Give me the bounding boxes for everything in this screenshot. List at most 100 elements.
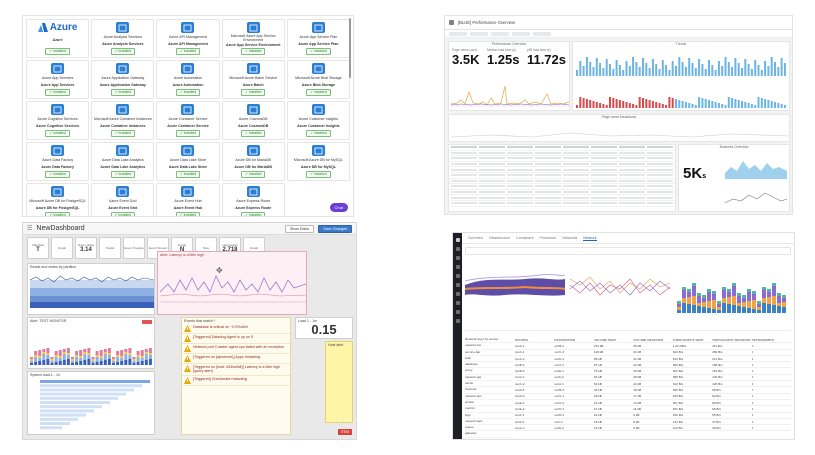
- tree-item[interactable]: network-foo: [465, 343, 513, 350]
- integration-tile[interactable]: Azure CosmosDB Azure CosmosDB ✓ Installed: [221, 101, 285, 140]
- integration-tile[interactable]: Azure Data Lake Analytics Azure Data Lake…: [91, 142, 155, 181]
- integration-tile[interactable]: Azure Analysis Services Azure Analysis Se…: [91, 19, 155, 58]
- scrollbar[interactable]: [349, 18, 351, 78]
- installed-button[interactable]: ✓ Installed: [175, 47, 201, 55]
- event-item[interactable]: [Triggered] Checkmate restarting: [182, 376, 290, 386]
- tree-item[interactable]: worker: [465, 400, 513, 407]
- integration-tile[interactable]: Azure App Service Plan Azure App Service …: [286, 19, 350, 58]
- table-row[interactable]: svcC-1 svcF-2 64 kB 28 kB 388 B/s 140 B/s 0: [515, 375, 791, 382]
- column-header[interactable]: RETRANSMITS: [751, 337, 774, 342]
- event-item[interactable]: Database is critical on ~0.5%/s/bt: [182, 324, 290, 334]
- integration-tile[interactable]: Azure API Management Azure API Management…: [156, 19, 220, 58]
- integration-tile[interactable]: Microsoft Azure DB for PostgreSQL Azure D…: [26, 183, 90, 216]
- integration-tile[interactable]: Microsoft Azure Blob Storage Azure Blob S…: [286, 60, 350, 99]
- installed-button[interactable]: ✓ Installed: [110, 129, 135, 137]
- integration-tile[interactable]: Azure Customer Insights Azure Customer In…: [286, 101, 350, 140]
- template-var[interactable]: [533, 31, 551, 36]
- table-row[interactable]: [449, 156, 675, 162]
- column-header[interactable]: THROUGHPUT RECEIVED: [712, 337, 751, 342]
- installed-button[interactable]: ✓ Installed: [175, 129, 201, 137]
- table-row[interactable]: [449, 151, 675, 157]
- table-row[interactable]: svcB-2 svcE-1 75 kB 29 kB 402 B/s 151 B/s 0: [515, 368, 791, 375]
- column-header[interactable]: DESTINATION: [554, 337, 576, 342]
- tree-item[interactable]: gateway: [465, 431, 513, 438]
- table-row[interactable]: svcC-2 svcA-1 52 kB 22 kB 310 B/s 120 B/s 2: [515, 381, 791, 388]
- tab[interactable]: Infrastructure: [488, 236, 511, 240]
- tree-item[interactable]: proxy: [465, 368, 513, 375]
- integration-tile[interactable]: Azure Event Grid Azure Event Grid ✓ Instal…: [91, 183, 155, 216]
- table-row[interactable]: [449, 195, 675, 201]
- table-row[interactable]: [449, 145, 675, 151]
- column-header[interactable]: THROUGHPUT SENT: [672, 337, 704, 342]
- installed-button[interactable]: ✓ Installed: [45, 47, 70, 55]
- widget-card[interactable]: Query Value 3.14: [75, 237, 97, 259]
- table-row[interactable]: svcA-1 svcC-3 118 kB 63 kB 620 B/s 280 B/s 0: [515, 350, 791, 356]
- nav-icon[interactable]: [455, 283, 460, 287]
- installed-button[interactable]: ✓ Installed: [240, 211, 266, 216]
- installed-button[interactable]: ✓ Installed: [45, 129, 70, 137]
- table-row[interactable]: [449, 179, 675, 185]
- integration-tile[interactable]: Microsoft Azure DB for MySQL Azure DB for…: [286, 142, 350, 181]
- nav-icon[interactable]: [455, 256, 460, 260]
- tree-item[interactable]: network:ops: [465, 394, 513, 400]
- integration-tile[interactable]: Azure Data Factory Azure Data Factory ✓ In…: [26, 142, 90, 181]
- integration-tile[interactable]: Azure Express Route Azure Express Route ✓ …: [221, 183, 285, 216]
- tree-item[interactable]: cache: [465, 381, 513, 388]
- widget-card[interactable]: Event Timeline: [123, 237, 145, 259]
- table-row[interactable]: svcD-1 svcB-3 44 kB 18 kB 266 B/s 98 B/s 0: [515, 387, 791, 394]
- event-item[interactable]: [Triggered on {apiserver}] Apps restarti…: [182, 354, 290, 364]
- template-var[interactable]: [449, 31, 467, 36]
- table-row[interactable]: [449, 184, 675, 190]
- installed-button[interactable]: ✓ Installed: [175, 211, 201, 216]
- show-editor-button[interactable]: Show Editor: [285, 224, 315, 233]
- tab[interactable]: Overview: [468, 236, 483, 240]
- table-row[interactable]: [449, 190, 675, 196]
- installed-button[interactable]: ✓ Installed: [45, 170, 70, 178]
- integration-tile[interactable]: Microsoft Azure App Service Environment A…: [221, 19, 285, 58]
- table-row[interactable]: svcD-2 svcG-1 39 kB 17 kB 240 B/s 92 B/s 0: [515, 394, 791, 400]
- nav-icon[interactable]: [455, 310, 460, 314]
- tab[interactable]: Network: [583, 235, 597, 241]
- installed-button[interactable]: ✓ Installed: [240, 48, 266, 55]
- table-row[interactable]: svcA-1 svcB-2 214 kB 95 kB 1.02 KB/s 411 B/s 0: [515, 343, 791, 350]
- nav-icon[interactable]: [455, 292, 460, 296]
- integration-tile[interactable]: Microsoft Azure Batch Service Azure Batch…: [221, 60, 285, 99]
- table-row[interactable]: [449, 167, 675, 173]
- table-row[interactable]: svcG-1 svcE-2 15 kB 6 kB 110 B/s 40 B/s 0: [515, 425, 791, 432]
- nav-icon[interactable]: [455, 274, 460, 278]
- filter-bar[interactable]: [465, 323, 791, 331]
- widget-card[interactable]: Flat Past T: [27, 237, 49, 259]
- table-row[interactable]: svcA-2 svcD-1 96 kB 41 kB 512 B/s 211 B/s 1: [515, 356, 791, 363]
- installed-button[interactable]: ✓ Installed: [110, 211, 135, 216]
- tree-item[interactable]: queue: [465, 425, 513, 432]
- integration-tile[interactable]: Azure Application Gateway Azure Applicati…: [91, 60, 155, 99]
- installed-button[interactable]: ✓ Installed: [306, 170, 331, 178]
- integration-tile[interactable]: Microsoft Azure Container Instances Azure…: [91, 101, 155, 140]
- integration-tile[interactable]: Azure Container Service Azure Container S…: [156, 101, 220, 140]
- integration-tile[interactable]: Azure Event Hub Azure Event Hub ✓ Installe…: [156, 183, 220, 216]
- installed-button[interactable]: ✓ Installed: [175, 170, 201, 178]
- table-row[interactable]: svcE-2 svcH-1 27 kB 11 kB 181 B/s 66 B/s 1: [515, 406, 791, 413]
- table-row[interactable]: [449, 162, 675, 168]
- tree-item[interactable]: network:web: [465, 419, 513, 426]
- tree-item[interactable]: logs: [465, 413, 513, 419]
- installed-button[interactable]: ✓ Installed: [110, 47, 135, 55]
- tree-item[interactable]: network-api: [465, 375, 513, 382]
- table-row[interactable]: [449, 173, 675, 179]
- search-input[interactable]: [465, 247, 791, 255]
- nav-icon[interactable]: [455, 319, 460, 323]
- installed-button[interactable]: ✓ Installed: [240, 170, 266, 178]
- nav-icon[interactable]: [455, 247, 460, 251]
- integration-tile[interactable]: Azure Cognitive Services Azure Cognitive …: [26, 101, 90, 140]
- logo-icon[interactable]: [455, 238, 460, 242]
- nav-icon[interactable]: [455, 301, 460, 305]
- tree-item[interactable]: auth: [465, 356, 513, 363]
- tab[interactable]: Containers: [516, 236, 534, 240]
- table-row[interactable]: svcE-1 svcC-2 31 kB 14 kB 201 B/s 80 B/s 0: [515, 400, 791, 407]
- installed-button[interactable]: ✓ Installed: [306, 129, 331, 137]
- tab[interactable]: Processes: [539, 236, 557, 240]
- template-var[interactable]: [491, 31, 509, 36]
- installed-button[interactable]: ✓ Installed: [306, 88, 331, 96]
- column-header[interactable]: VOLUME RECEIVED: [633, 337, 664, 342]
- table-row[interactable]: svcB-1 svcA-3 87 kB 32 kB 486 B/s 198 B/s 0: [515, 362, 791, 369]
